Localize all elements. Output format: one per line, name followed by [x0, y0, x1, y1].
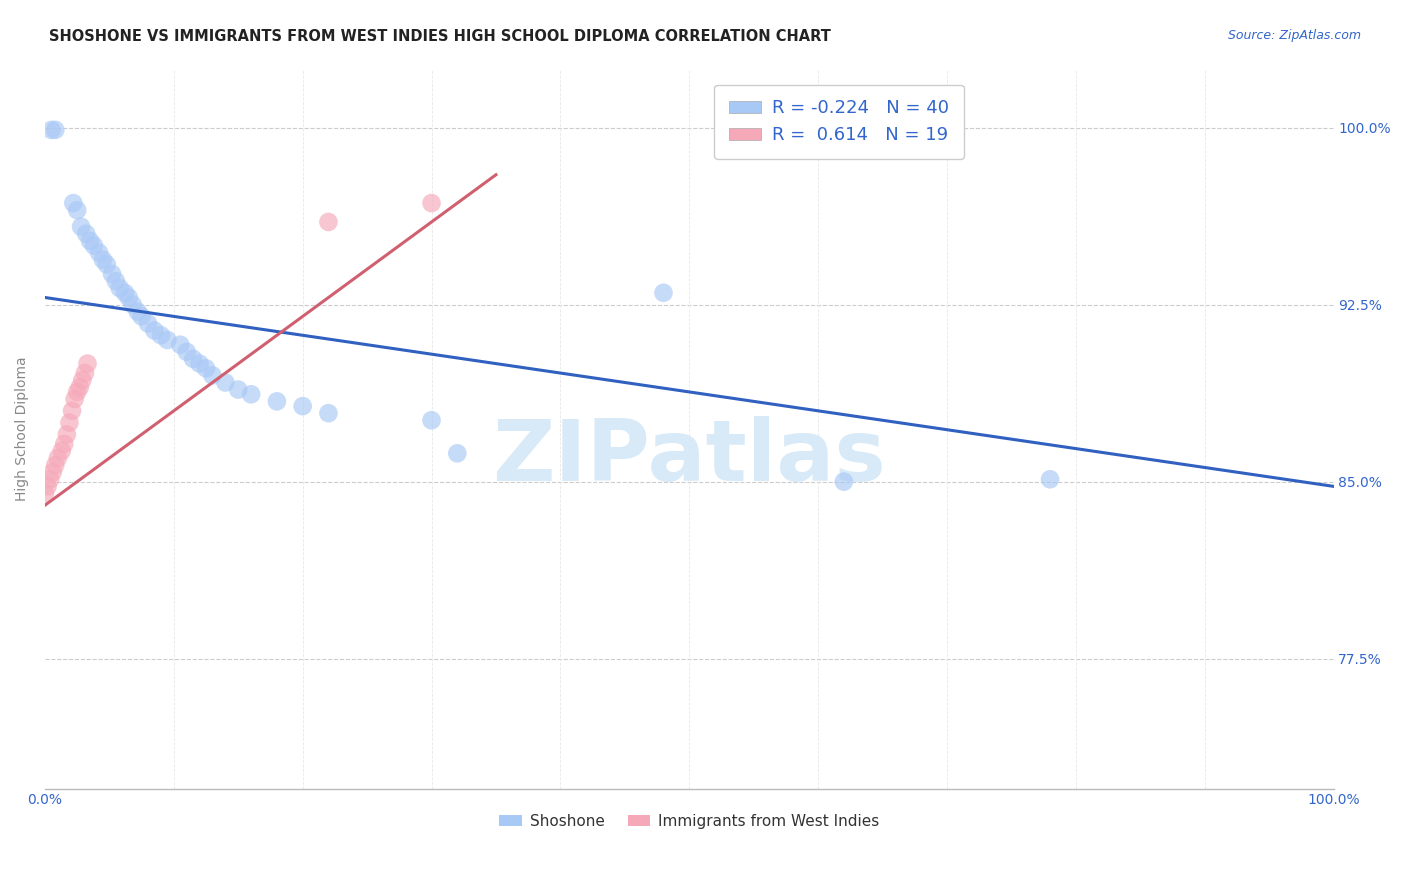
- Point: [420, 196, 443, 211]
- Point: [46, 450, 69, 465]
- Point: [79, 234, 101, 248]
- Point: [169, 337, 191, 351]
- Point: [87, 245, 110, 260]
- Point: [832, 475, 855, 489]
- Point: [51, 444, 73, 458]
- Point: [127, 304, 149, 318]
- Point: [318, 406, 340, 420]
- Point: [56, 427, 79, 442]
- Point: [114, 285, 136, 300]
- Point: [1039, 472, 1062, 486]
- Point: [195, 361, 218, 376]
- Point: [143, 324, 166, 338]
- Point: [176, 344, 198, 359]
- Point: [318, 215, 340, 229]
- Point: [66, 384, 89, 399]
- Text: SHOSHONE VS IMMIGRANTS FROM WEST INDIES HIGH SCHOOL DIPLOMA CORRELATION CHART: SHOSHONE VS IMMIGRANTS FROM WEST INDIES …: [49, 29, 831, 44]
- Point: [66, 203, 89, 218]
- Point: [131, 310, 153, 324]
- Legend: Shoshone, Immigrants from West Indies: Shoshone, Immigrants from West Indies: [494, 807, 886, 835]
- Point: [240, 387, 263, 401]
- Point: [291, 399, 314, 413]
- Point: [118, 291, 141, 305]
- Point: [58, 416, 80, 430]
- Point: [69, 380, 91, 394]
- Point: [181, 351, 204, 366]
- Point: [41, 123, 63, 137]
- Point: [188, 357, 211, 371]
- Point: [73, 366, 96, 380]
- Point: [83, 238, 105, 252]
- Point: [156, 333, 179, 347]
- Point: [121, 297, 143, 311]
- Point: [96, 257, 118, 271]
- Point: [44, 458, 66, 472]
- Y-axis label: High School Diploma: High School Diploma: [15, 356, 30, 500]
- Point: [420, 413, 443, 427]
- Point: [53, 437, 76, 451]
- Point: [446, 446, 468, 460]
- Point: [104, 274, 127, 288]
- Point: [37, 479, 59, 493]
- Point: [75, 227, 97, 241]
- Point: [214, 376, 236, 390]
- Point: [44, 123, 66, 137]
- Point: [63, 392, 86, 406]
- Text: Source: ZipAtlas.com: Source: ZipAtlas.com: [1227, 29, 1361, 42]
- Point: [149, 328, 172, 343]
- Point: [72, 373, 94, 387]
- Point: [266, 394, 288, 409]
- Point: [226, 383, 249, 397]
- Point: [91, 252, 114, 267]
- Point: [70, 219, 93, 234]
- Point: [76, 357, 98, 371]
- Point: [201, 368, 224, 383]
- Point: [39, 472, 62, 486]
- Point: [62, 196, 84, 211]
- Point: [60, 404, 83, 418]
- Text: ZIPatlas: ZIPatlas: [492, 416, 886, 499]
- Point: [136, 317, 159, 331]
- Point: [34, 486, 56, 500]
- Point: [41, 465, 63, 479]
- Point: [101, 267, 124, 281]
- Point: [652, 285, 675, 300]
- Point: [108, 281, 131, 295]
